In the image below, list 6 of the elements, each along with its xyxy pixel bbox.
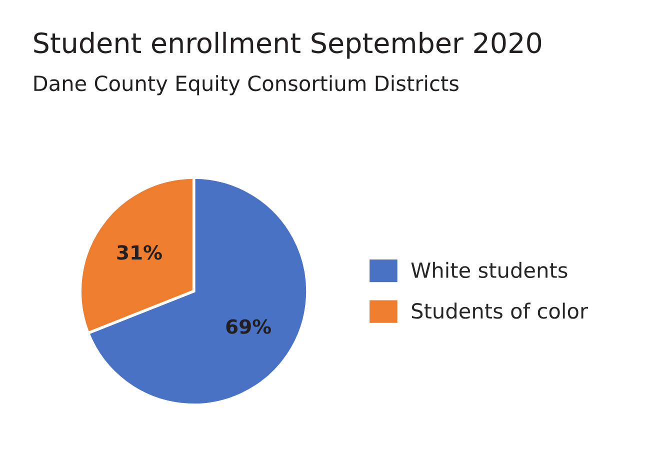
chart-title: Student enrollment September 2020	[34, 32, 542, 59]
data-label: 69%	[226, 319, 271, 334]
legend-label: White students	[411, 262, 568, 278]
legend-label: Students of color	[412, 302, 588, 319]
chart-subtitle: Dane County Equity Consortium Districts	[34, 75, 458, 96]
data-label: 31%	[117, 245, 162, 260]
